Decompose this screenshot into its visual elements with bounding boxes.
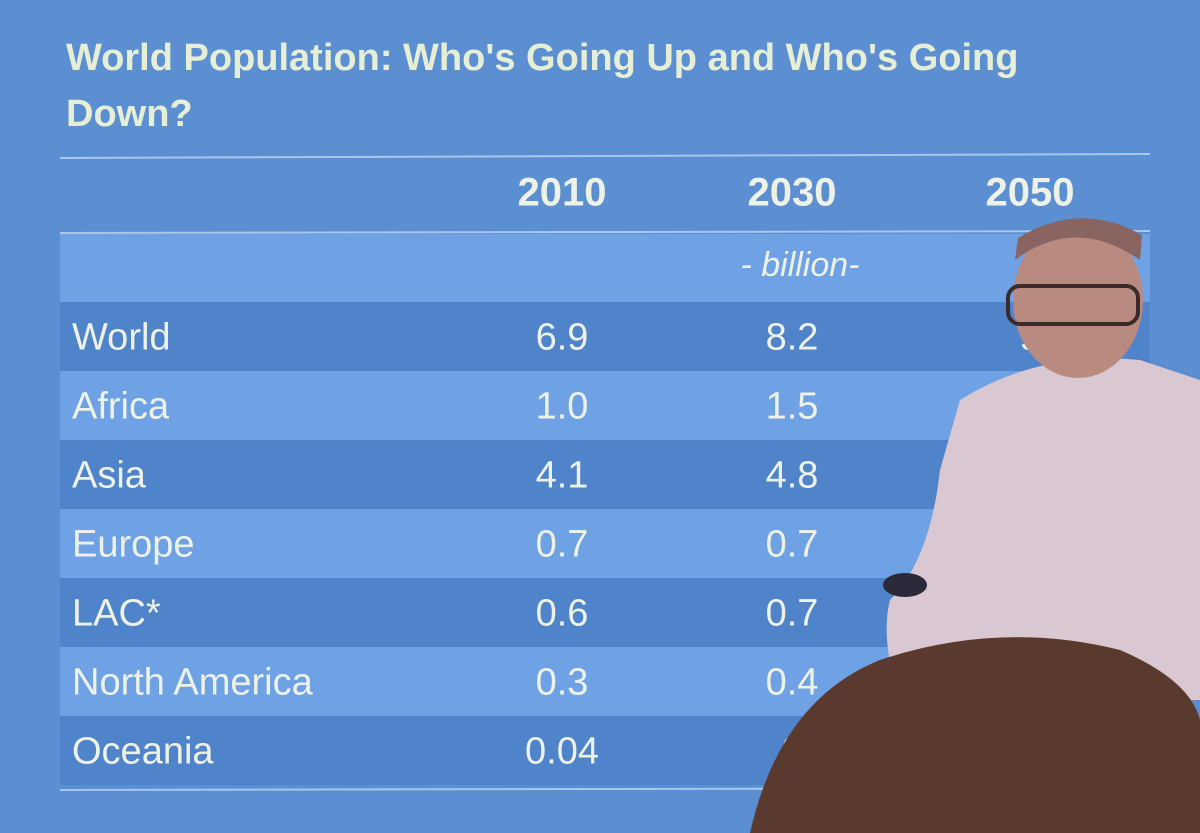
cell-value: 4.1: [536, 455, 589, 497]
row-label: Europe: [72, 524, 195, 566]
cell-value: 0.7: [766, 524, 819, 566]
cell-value: 0.7: [766, 593, 819, 635]
cell-value: 0.6: [536, 593, 589, 635]
cell-value: 1.5: [766, 386, 819, 428]
column-header: 2010: [518, 171, 607, 215]
header-rule: [59, 230, 1151, 234]
row-label: Oceania: [72, 731, 214, 773]
cell-value: 0.04: [525, 731, 599, 773]
cell-value: 8.2: [766, 317, 819, 359]
row-band: [60, 302, 1150, 371]
header-rule: [59, 153, 1151, 159]
row-label: North America: [72, 662, 314, 704]
slide-title: World Population: Who's Going Up and Who…: [66, 37, 1019, 135]
cell-value: 0.7: [536, 524, 589, 566]
row-label: World: [72, 317, 171, 359]
row-label: Asia: [72, 455, 147, 497]
column-header: 2030: [748, 171, 837, 215]
cell-value: 4.8: [766, 455, 819, 497]
presenter: [883, 218, 1200, 700]
cell-value: 1.0: [536, 386, 589, 428]
cell-value: 0.4: [766, 662, 819, 704]
cell-value: 6.9: [536, 317, 589, 359]
column-header: 2050: [986, 171, 1075, 215]
row-label: Africa: [72, 386, 170, 428]
title-box: World Population: Who's Going Up and Who…: [66, 37, 1019, 135]
cell-value: 0.3: [536, 662, 589, 704]
unit-label: - billion-: [740, 246, 859, 284]
unit-band: [60, 234, 1150, 302]
row-label: LAC*: [72, 593, 161, 635]
audience-head: [750, 637, 1200, 833]
